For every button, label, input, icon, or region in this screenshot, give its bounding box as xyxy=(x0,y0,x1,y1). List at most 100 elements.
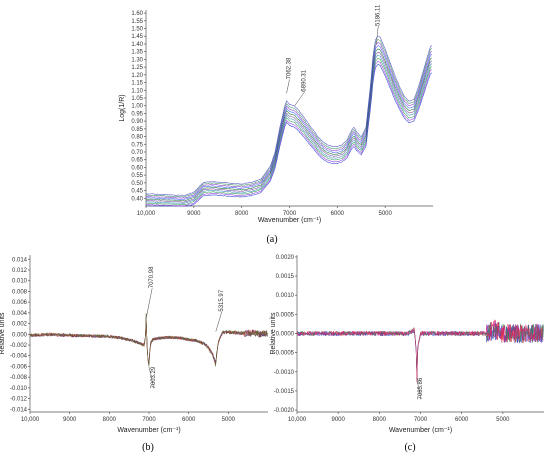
y-tick-label: 0.010 xyxy=(12,279,28,285)
series-line xyxy=(145,54,433,204)
series-line xyxy=(145,63,433,207)
y-tick-label: -0.008 xyxy=(10,375,28,381)
y-tick-label: 0.85 xyxy=(131,127,143,133)
y-tick-label: 0.50 xyxy=(131,181,143,187)
annotation-leader xyxy=(376,25,379,44)
y-tick-label: -0.0015 xyxy=(274,389,295,395)
x-tick-label: 7000 xyxy=(414,417,428,423)
x-tick-label: 5000 xyxy=(378,211,392,217)
annotation-leader xyxy=(148,366,155,389)
annotation-leader xyxy=(416,379,422,400)
x-tick-label: 7000 xyxy=(142,417,156,423)
y-tick-label: 0.006 xyxy=(12,300,28,306)
y-axis-label: Log(1/R) xyxy=(119,94,126,121)
x-axis-label: Wavenumber (cm⁻¹) xyxy=(258,217,321,224)
y-axis-label: Relative units xyxy=(0,312,6,355)
x-tick-label: 8000 xyxy=(103,417,117,423)
series-line xyxy=(29,316,268,365)
panel-b-label: (b) xyxy=(142,442,154,453)
y-tick-label: 0.90 xyxy=(131,119,143,125)
peak-label: 7003.29 xyxy=(151,366,157,388)
x-tick-label: 5000 xyxy=(222,417,236,423)
y-tick-label: 1.45 xyxy=(131,34,143,40)
panel-c-label: (c) xyxy=(404,442,415,453)
y-tick-label: 1.20 xyxy=(131,73,143,79)
y-tick-label: 0.75 xyxy=(131,142,143,148)
y-tick-label: -0.012 xyxy=(10,397,28,403)
x-tick-label: 9000 xyxy=(187,211,201,217)
y-tick-label: 1.35 xyxy=(131,50,143,56)
y-tick-label: 0.014 xyxy=(12,257,28,263)
y-tick-label: 0.45 xyxy=(131,189,143,195)
peak-label: 7085.86 xyxy=(418,377,424,399)
y-tick-label: 0.004 xyxy=(12,311,28,317)
y-tick-label: -0.006 xyxy=(10,364,28,370)
annotation-leader xyxy=(294,91,305,106)
y-tick-label: 1.25 xyxy=(131,65,143,71)
y-tick-label: 0.002 xyxy=(12,322,28,328)
y-tick-label: 0.0000 xyxy=(276,332,295,338)
y-tick-label: -0.0010 xyxy=(274,370,295,376)
series-line xyxy=(145,48,433,202)
series-line xyxy=(29,317,268,365)
x-tick-label: 6000 xyxy=(455,417,469,423)
y-tick-label: 0.0015 xyxy=(276,274,295,280)
y-tick-label: 0.95 xyxy=(131,111,143,117)
y-tick-label: 1.40 xyxy=(131,42,143,48)
y-tick-label: 1.30 xyxy=(131,57,143,63)
x-tick-label: 8000 xyxy=(235,211,249,217)
x-tick-label: 9000 xyxy=(63,417,77,423)
panel-a-label: (a) xyxy=(266,234,277,245)
y-tick-label: 0.008 xyxy=(12,289,28,295)
y-tick-label: 1.50 xyxy=(131,27,143,33)
panel-a-chart: 0.400.45 0.50 0.55 0.600.65 0.70 0.750.80 0.85… xyxy=(119,4,433,224)
annotation-leader xyxy=(215,311,223,332)
series-line xyxy=(296,319,544,383)
series-line xyxy=(145,39,433,198)
x-axis-label: Wavenumber (cm⁻¹) xyxy=(389,427,452,434)
y-tick-label: -0.0020 xyxy=(274,408,295,414)
x-tick-label: 6000 xyxy=(182,417,196,423)
y-tick-label: 1.10 xyxy=(131,88,143,94)
y-tick-label: 1.55 xyxy=(131,19,143,25)
y-tick-label: 0.60 xyxy=(131,165,143,171)
y-tick-label: 1.60 xyxy=(131,11,143,17)
peak-label: 5186.11 xyxy=(375,4,381,26)
x-tick-label: 9000 xyxy=(331,417,345,423)
x-tick-label: 10,000 xyxy=(288,417,307,423)
series-line xyxy=(29,317,268,366)
y-tick-label: 0.0010 xyxy=(276,293,295,299)
y-tick-label: 0.40 xyxy=(131,196,143,202)
x-tick-label: 8000 xyxy=(373,417,387,423)
peak-label: 6890.31 xyxy=(302,69,308,91)
panel-c-chart: 0.0020 0.0015 0.0010 0.0005 0.0000 -0.0005 -0.… xyxy=(270,255,544,434)
series-line xyxy=(146,57,433,206)
x-axis-label: Wavenumber (cm⁻¹) xyxy=(117,427,180,434)
y-tick-label: 0.0020 xyxy=(276,255,295,261)
y-tick-label: 0.65 xyxy=(131,158,143,164)
x-tick-label: 5000 xyxy=(496,417,510,423)
x-tick-label: 7000 xyxy=(283,211,297,217)
y-tick-label: 0.012 xyxy=(12,268,28,274)
y-tick-label: 0.000 xyxy=(12,332,28,338)
series-line xyxy=(29,317,268,364)
y-tick-label: 0.0005 xyxy=(276,312,295,318)
series-line xyxy=(145,36,433,196)
y-tick-label: 1.00 xyxy=(131,104,143,110)
annotation-leader xyxy=(145,288,153,319)
panel-b-chart: 0.014 0.012 0.010 0.008 0.006 0.004 0.002 0.000… xyxy=(0,255,268,434)
annotation-leader xyxy=(286,79,290,94)
peak-label: 7062.38 xyxy=(287,57,293,79)
y-tick-label: 0.55 xyxy=(131,173,143,179)
y-tick-label: -0.004 xyxy=(10,354,28,360)
series-line xyxy=(145,51,432,203)
x-tick-label: 10,000 xyxy=(137,211,156,217)
series-line xyxy=(145,42,433,199)
series-line xyxy=(145,60,433,207)
y-tick-label: 0.80 xyxy=(131,135,143,141)
peak-label: 7070.98 xyxy=(149,266,155,288)
series-line xyxy=(296,321,544,381)
y-tick-label: -0.0005 xyxy=(274,351,295,357)
y-tick-label: -0.010 xyxy=(10,386,28,392)
